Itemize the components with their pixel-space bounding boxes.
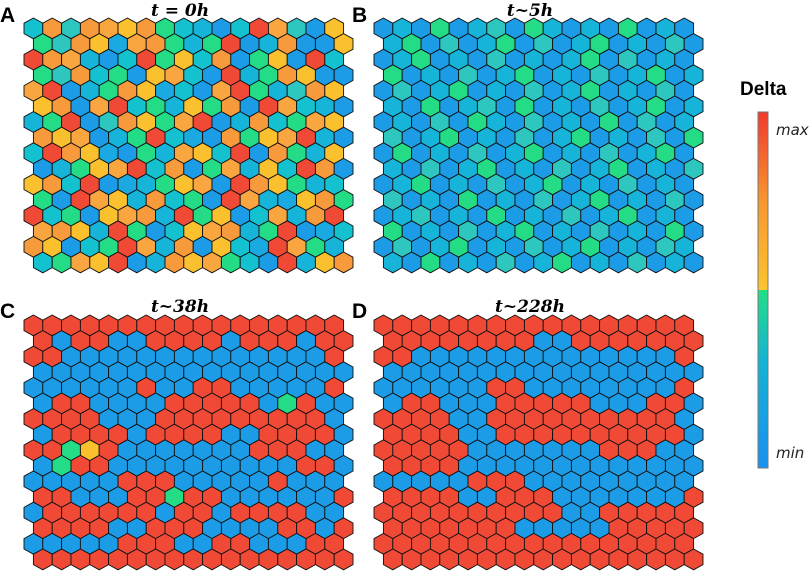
hex-cell [333, 548, 354, 571]
panel-letter: C [0, 300, 15, 323]
panel-letter: B [352, 4, 367, 27]
hex-cell [683, 251, 704, 274]
color-bar [757, 111, 769, 469]
legend-max-label: max [776, 121, 809, 139]
hex-grid [373, 17, 704, 274]
legend-title: Delta [740, 79, 787, 100]
panel-b: B t~5h [352, 1, 704, 274]
panel-title: t~5h [507, 1, 553, 21]
panel-title: t~38h [151, 297, 209, 317]
panel-a: A t = 0h [0, 1, 354, 274]
hex-cell [333, 251, 354, 274]
legend: Delta max min [740, 79, 809, 469]
panel-c: C t~38h [0, 297, 354, 571]
legend-min-label: min [776, 444, 804, 462]
panel-letter: D [352, 300, 367, 323]
panel-d: D t~228h [352, 297, 704, 571]
panel-letter: A [0, 4, 15, 27]
panel-title: t~228h [495, 297, 565, 317]
hex-grid [23, 17, 354, 274]
hex-cell [683, 548, 704, 571]
hex-grid [373, 314, 704, 571]
hex-grid [23, 314, 354, 571]
panel-title: t = 0h [151, 1, 209, 21]
